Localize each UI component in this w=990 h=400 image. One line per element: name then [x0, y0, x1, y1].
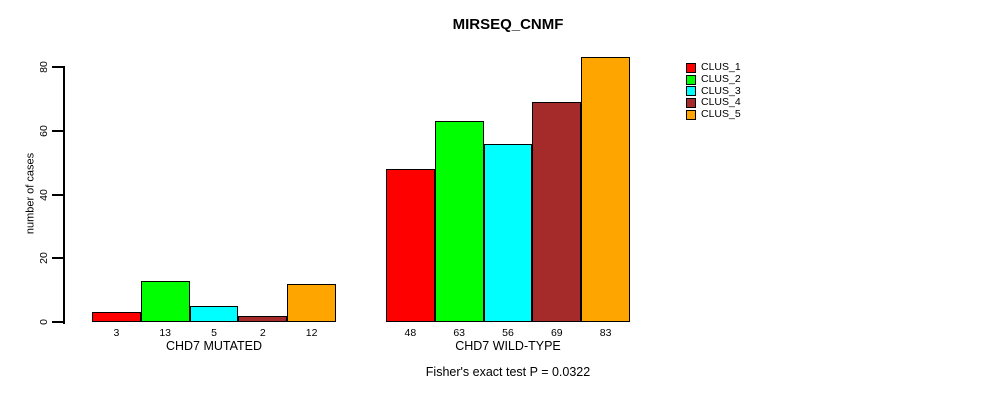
bar-value-label: 5 — [211, 327, 217, 339]
legend-label: CLUS_5 — [701, 108, 741, 121]
caption: Fisher's exact test P = 0.0322 — [425, 365, 591, 379]
legend-swatch — [686, 74, 696, 85]
bar-clus_4 — [532, 102, 582, 322]
y-tick-label: 0 — [38, 319, 50, 325]
bar-value-label: 3 — [113, 327, 120, 339]
bar-clus_2 — [434, 121, 484, 322]
bar-value-label: 13 — [159, 327, 172, 339]
legend-label: CLUS_2 — [701, 73, 741, 86]
bar-clus_2 — [140, 280, 190, 322]
legend-swatch — [686, 97, 696, 108]
legend-item: CLUS_2 — [686, 74, 741, 86]
legend-swatch — [686, 86, 696, 97]
bar-value-label: 48 — [404, 327, 417, 339]
group-axis-label: CHD7 MUTATED — [165, 339, 263, 353]
y-tick-mark — [52, 257, 64, 260]
y-tick-mark — [52, 193, 64, 196]
legend-item: CLUS_5 — [686, 109, 741, 121]
chart-title: MIRSEQ_CNMF — [452, 16, 564, 33]
legend-swatch — [686, 62, 696, 73]
y-axis-label: number of cases — [24, 152, 37, 235]
bar-value-label: 56 — [502, 327, 514, 339]
y-tick-label: 20 — [38, 252, 50, 265]
legend-item: CLUS_3 — [686, 85, 741, 97]
legend-item: CLUS_4 — [686, 97, 741, 109]
y-tick-mark — [52, 66, 64, 68]
bar-value-label: 83 — [599, 327, 612, 339]
y-tick-mark — [52, 129, 64, 132]
bar-clus_1 — [92, 312, 141, 322]
bar-clus_4 — [238, 315, 288, 322]
bar-clus_3 — [189, 306, 239, 322]
bar-value-label: 69 — [550, 327, 563, 339]
bar-value-label: 2 — [259, 327, 266, 339]
legend-label: CLUS_3 — [701, 84, 741, 97]
y-tick-mark — [52, 321, 64, 323]
y-tick-label: 80 — [38, 61, 50, 73]
bar-clus_1 — [386, 169, 435, 322]
bar-clus_5 — [287, 283, 336, 322]
legend-label: CLUS_1 — [701, 61, 741, 74]
legend-item: CLUS_1 — [686, 62, 741, 74]
bar-value-label: 12 — [305, 327, 318, 339]
bar-value-label: 63 — [453, 327, 466, 339]
legend-label: CLUS_4 — [701, 96, 741, 109]
bar-clus_5 — [581, 57, 630, 322]
y-tick-label: 60 — [38, 124, 50, 137]
group-axis-label: CHD7 WILD-TYPE — [455, 339, 561, 353]
y-tick-label: 40 — [38, 188, 50, 201]
legend-swatch — [686, 109, 696, 120]
legend: CLUS_1 CLUS_2 CLUS_3 CLUS_4 CLUS_5 — [686, 62, 741, 120]
y-axis-line — [63, 66, 65, 324]
bar-clus_3 — [483, 143, 533, 322]
